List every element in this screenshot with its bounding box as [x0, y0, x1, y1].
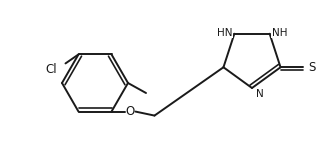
Text: S: S: [309, 61, 316, 74]
Text: N: N: [256, 89, 264, 99]
Text: NH: NH: [272, 28, 287, 38]
Text: HN: HN: [217, 28, 232, 38]
Text: O: O: [125, 105, 134, 118]
Text: Cl: Cl: [46, 63, 58, 76]
